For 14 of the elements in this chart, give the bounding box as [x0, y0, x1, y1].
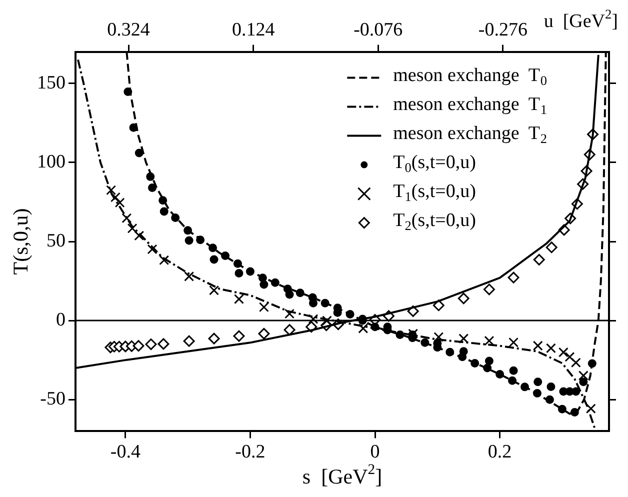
x-tick-label: -0.2 — [235, 442, 266, 463]
x2-tick-label: 0.324 — [107, 19, 150, 40]
y-tick-label: 150 — [37, 72, 66, 94]
y-tick-label: 50 — [46, 230, 66, 252]
x2-tick-label: -0.276 — [478, 19, 528, 40]
y-axis-title: T(s,0,u) — [8, 208, 33, 275]
y-tick-label: 0 — [56, 310, 66, 331]
y-tick-label: -50 — [40, 388, 66, 410]
x-tick-label: 0 — [370, 442, 380, 463]
x2-tick-label: 0.124 — [232, 19, 276, 40]
y-tick-label: 100 — [37, 151, 66, 172]
x2-tick-label: -0.076 — [354, 19, 403, 40]
x-tick-label: 0.2 — [488, 442, 512, 463]
x-tick-label: -0.4 — [110, 442, 141, 463]
